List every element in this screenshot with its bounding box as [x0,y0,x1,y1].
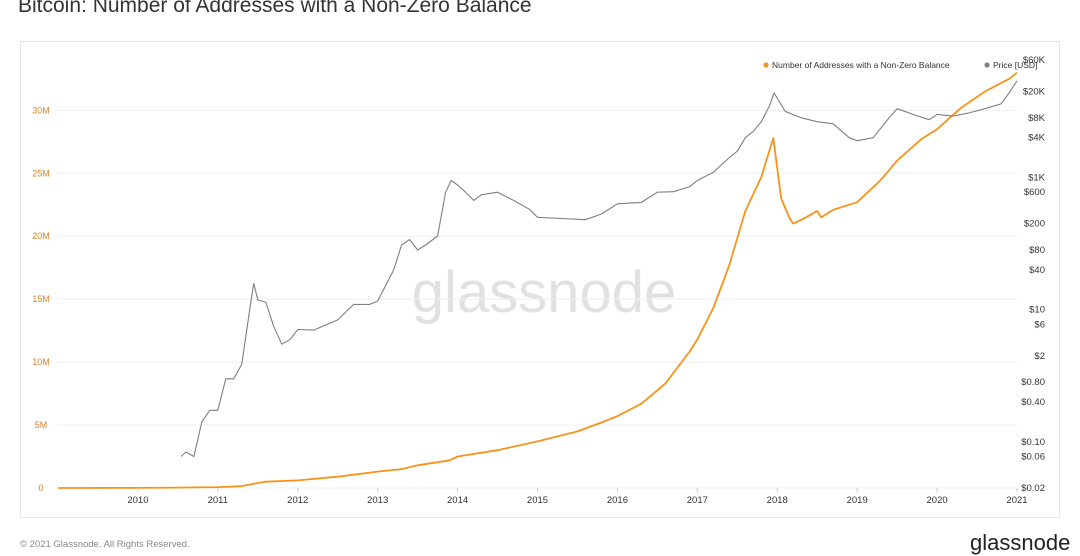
y-right-tick-label: $0.02 [1021,483,1045,494]
y-right-tick-label: $600 [1024,187,1045,198]
x-tick-label: 2015 [527,495,548,506]
x-tick-label: 2019 [847,495,868,506]
y-left-tick-label: 10M [32,357,50,367]
y-right-tick-label: $200 [1024,219,1045,230]
y-left-tick-label: 5M [35,420,48,430]
legend-marker [763,62,769,68]
footer-copyright: © 2021 Glassnode. All Rights Reserved. [20,539,190,550]
y-right-tick-label: $20K [1023,87,1046,98]
y-right-tick-label: $8K [1028,113,1046,124]
legend-marker [984,62,990,68]
legend-label: Number of Addresses with a Non-Zero Bala… [772,60,950,70]
x-tick-label: 2017 [687,495,708,506]
x-tick-label: 2014 [447,495,468,506]
legend-label: Price [USD] [993,60,1037,70]
footer-brand-logo: glassnode [970,530,1071,555]
y-right-tick-label: $0.80 [1021,377,1045,388]
y-right-tick-label: $10 [1029,305,1045,316]
y-right-tick-label: $40 [1029,265,1045,276]
addresses-series-line [57,71,1018,489]
y-right-tick-label: $80 [1029,245,1045,256]
y-right-tick-label: $1K [1028,172,1046,183]
y-right-tick-label: $0.10 [1021,437,1045,448]
y-left-tick-label: 30M [32,105,50,115]
chart-panel: glassnode 0 5M 10M 15M 20M 25M 30M $60K $20K $8K $… [20,41,1060,518]
y-right-tick-label: $6 [1034,319,1045,330]
y-right-tick-label: $0.40 [1021,397,1045,408]
y-right-tick-label: $4K [1028,133,1046,144]
chart-title: Bitcoin: Number of Addresses with a Non-… [18,0,532,17]
x-tick-label: 2011 [208,495,228,506]
y-right-tick-label: $60K [1023,55,1046,66]
x-tick-label: 2010 [127,495,148,506]
y-left-tick-label: 0 [38,483,43,493]
x-tick-label: 2012 [287,495,308,506]
watermark: glassnode [412,260,676,325]
y-right-tick-label: $0.06 [1021,451,1045,462]
x-tick-label: 2020 [927,495,948,506]
y-left-tick-label: 15M [32,294,50,304]
price-series-line [180,80,1018,458]
y-left-tick-label: 20M [32,231,50,241]
x-tick-label: 2021 [1006,495,1027,506]
chart-canvas: glassnode 0 5M 10M 15M 20M 25M 30M $60K $20K $8K $… [32,55,1046,506]
x-tick-label: 2016 [607,495,628,506]
y-right-tick-label: $2 [1034,351,1045,362]
x-tick-label: 2018 [767,495,788,506]
y-left-tick-label: 25M [32,168,50,178]
x-tick-label: 2013 [367,495,388,506]
